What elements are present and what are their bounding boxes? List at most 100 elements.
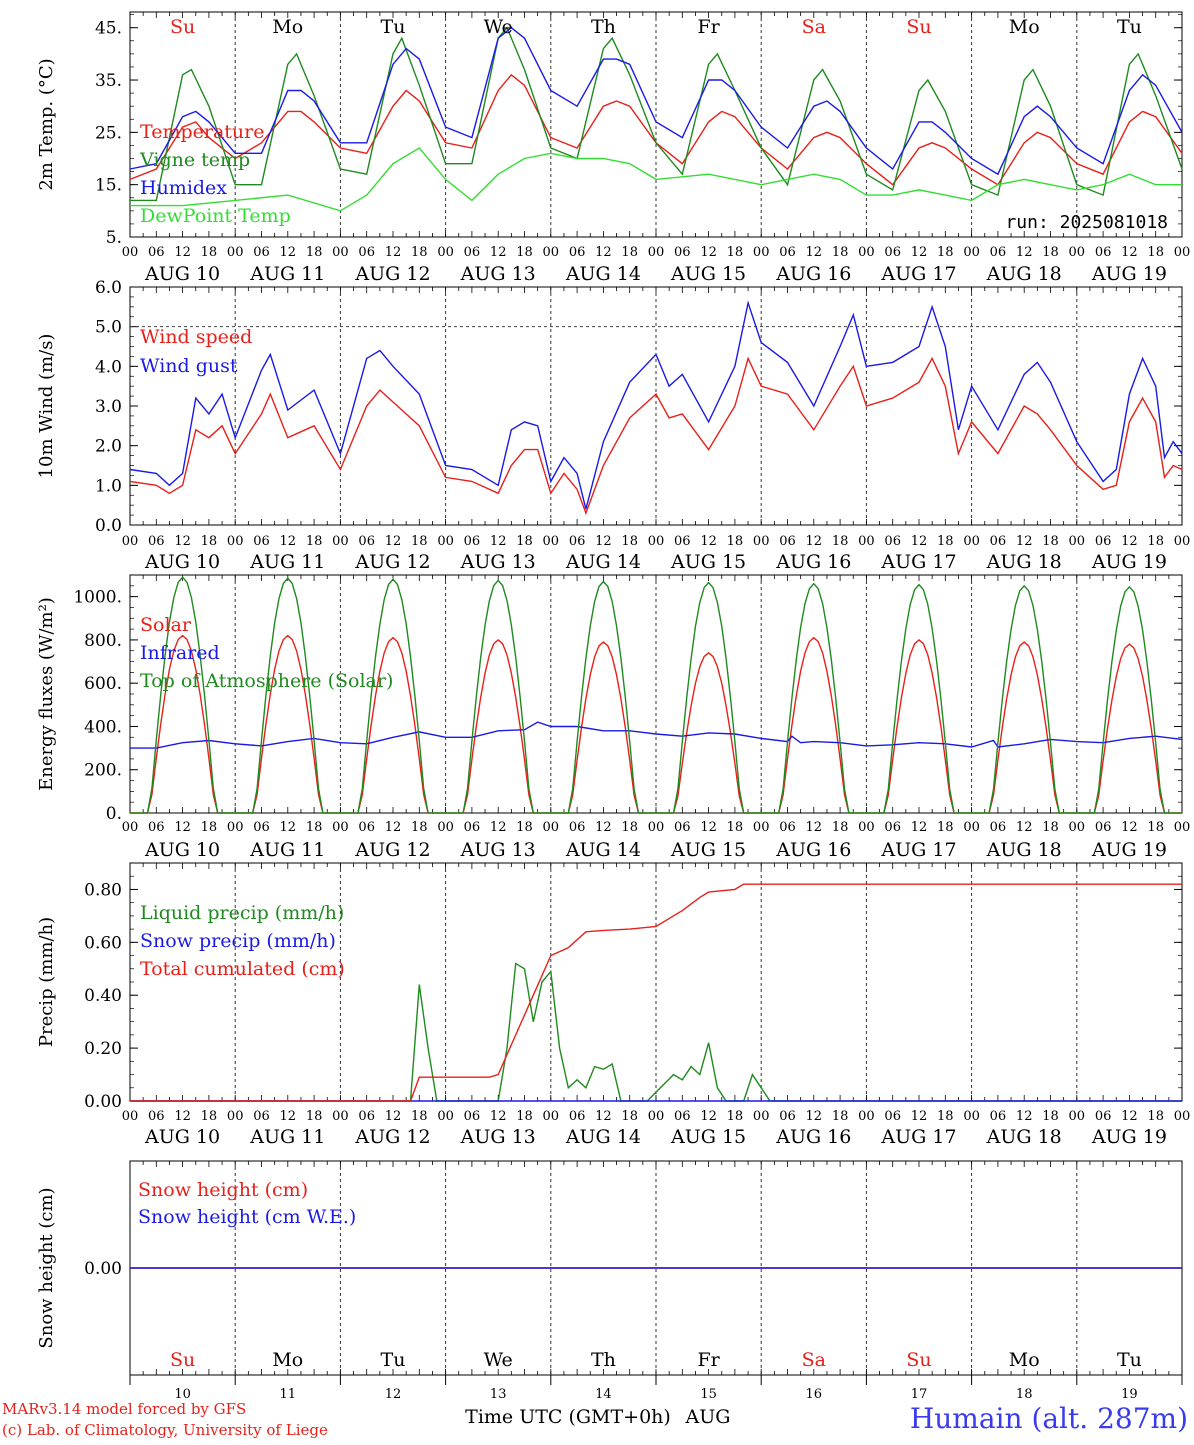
hour-tick-label: 12	[1121, 1109, 1138, 1124]
hour-tick-label: 18	[727, 820, 744, 835]
series-line-top-of-atmosphere-solar-	[130, 576, 1182, 814]
hour-tick-label: 06	[884, 534, 901, 549]
hour-tick-label: 12	[911, 1109, 928, 1124]
panel-frame	[129, 11, 1183, 238]
date-label: AUG 17	[880, 839, 956, 861]
hour-tick-label: 18	[306, 820, 323, 835]
hour-tick-label: 12	[385, 245, 402, 260]
hour-tick-label: 12	[911, 245, 928, 260]
date-label: AUG 15	[670, 839, 746, 861]
legend-entry: Humidex	[140, 177, 227, 199]
hour-tick-label: 12	[280, 1109, 297, 1124]
day-number-label: 16	[806, 1387, 823, 1402]
hour-tick-label: 12	[280, 820, 297, 835]
hour-tick-label: 12	[806, 820, 823, 835]
panel-4: 0.00 0.20 0.40 0.60 0.80 Precip (mm/h) Liquid …	[36, 862, 1190, 1148]
date-label: AUG 16	[775, 263, 851, 285]
day-number-label: 14	[595, 1387, 612, 1402]
panel-frame	[129, 574, 1183, 814]
hour-tick-label: 18	[306, 534, 323, 549]
hour-tick-label: 18	[937, 1109, 954, 1124]
hour-tick-label: 12	[1016, 245, 1033, 260]
hour-tick-label: 18	[201, 1109, 218, 1124]
hour-tick-label: 12	[1121, 245, 1138, 260]
panel-2: 0.0 1.0 2.0 3.0 4.0 5.0 6.0 10m Wind (m/s) Wind …	[36, 278, 1190, 573]
day-number-label: 10	[174, 1387, 191, 1402]
hour-tick-label: 00	[648, 534, 665, 549]
hour-tick-label: 06	[569, 534, 586, 549]
hour-tick-label: 06	[253, 820, 270, 835]
hour-tick-label: 18	[1147, 534, 1164, 549]
hour-tick-label: 00	[332, 820, 349, 835]
legend-entry: Wind speed	[140, 326, 252, 348]
hour-tick-label: 00	[1174, 245, 1191, 260]
weekday-label: Su	[906, 16, 931, 38]
hour-tick-label: 06	[1095, 534, 1112, 549]
hour-tick-label: 18	[832, 820, 849, 835]
legend-entry: Snow height (cm W.E.)	[138, 1206, 356, 1228]
date-label: AUG 16	[775, 839, 851, 861]
hour-tick-label: 18	[621, 245, 638, 260]
series-line-wind-gust	[129, 300, 1183, 510]
hour-tick-label: 00	[332, 1109, 349, 1124]
hour-tick-label: 06	[990, 1109, 1007, 1124]
date-label: AUG 18	[986, 551, 1062, 573]
hour-tick-label: 06	[569, 820, 586, 835]
y-tick-label: 400.	[84, 717, 122, 737]
weekday-label: We	[484, 16, 513, 38]
hour-tick-label: 00	[1069, 245, 1086, 260]
hour-tick-label: 18	[621, 534, 638, 549]
date-label: AUG 17	[880, 551, 956, 573]
hour-tick-label: 00	[648, 245, 665, 260]
hour-tick-label: 12	[174, 245, 191, 260]
hour-tick-label: 00	[543, 245, 560, 260]
date-label: AUG 11	[249, 551, 325, 573]
y-tick-label: 0.00	[84, 1259, 122, 1279]
date-label: AUG 12	[354, 839, 430, 861]
hour-tick-label: 12	[595, 245, 612, 260]
station-title: Humain (alt. 287m)	[910, 1402, 1188, 1435]
date-label: AUG 19	[1091, 263, 1167, 285]
hour-tick-label: 06	[884, 245, 901, 260]
hour-tick-label: 06	[779, 245, 796, 260]
hour-tick-label: 00	[122, 820, 139, 835]
hour-tick-label: 12	[490, 534, 507, 549]
hour-tick-label: 12	[385, 820, 402, 835]
date-label: AUG 16	[775, 1126, 851, 1148]
hour-tick-label: 12	[806, 1109, 823, 1124]
hour-tick-label: 18	[1147, 1109, 1164, 1124]
day-number-label: 13	[490, 1387, 507, 1402]
legend-entry: Wind gust	[140, 355, 238, 377]
day-number-label: 11	[280, 1387, 297, 1402]
day-number-label: 19	[1121, 1387, 1138, 1402]
hour-tick-label: 18	[201, 534, 218, 549]
hour-tick-label: 06	[884, 820, 901, 835]
y-tick-label: 2.0	[95, 437, 122, 457]
hour-tick-label: 12	[911, 534, 928, 549]
day-number-label: 15	[700, 1387, 717, 1402]
run-label: run: 2025081018	[1005, 212, 1168, 233]
date-label: AUG 17	[880, 263, 956, 285]
hour-tick-label: 00	[753, 1109, 770, 1124]
hour-tick-label: 18	[516, 820, 533, 835]
hour-tick-label: 00	[543, 534, 560, 549]
hour-tick-label: 00	[963, 534, 980, 549]
hour-tick-label: 06	[569, 1109, 586, 1124]
legend-entry: Snow height (cm)	[138, 1179, 308, 1201]
hour-tick-label: 06	[1095, 820, 1112, 835]
date-label: AUG 19	[1091, 839, 1167, 861]
hour-tick-label: 18	[306, 1109, 323, 1124]
hour-tick-label: 12	[490, 245, 507, 260]
month-label: AUG	[685, 1406, 731, 1428]
time-axis-label: Time UTC (GMT+0h)	[465, 1406, 671, 1428]
day-number-label: 12	[385, 1387, 402, 1402]
hour-tick-label: 18	[411, 1109, 428, 1124]
hour-tick-label: 12	[700, 534, 717, 549]
hour-tick-label: 00	[1174, 534, 1191, 549]
hour-tick-label: 00	[963, 1109, 980, 1124]
date-label: AUG 14	[565, 551, 641, 573]
hour-tick-label: 18	[411, 534, 428, 549]
legend-entry: Snow precip (mm/h)	[140, 930, 336, 952]
hour-tick-label: 06	[674, 1109, 691, 1124]
hour-tick-label: 06	[358, 820, 375, 835]
